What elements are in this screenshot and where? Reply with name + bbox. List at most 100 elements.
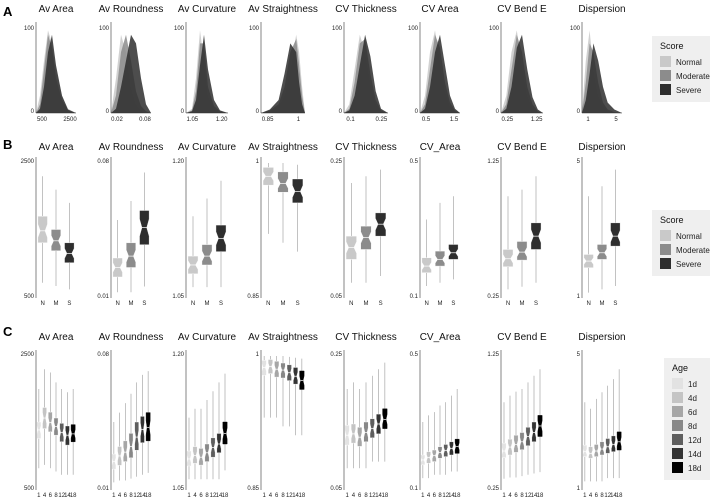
subplot-title: Av Roundness [99, 332, 164, 343]
x-tick-label: 6 [514, 493, 518, 499]
box-1 [582, 402, 588, 482]
subplot-title: Dispersion [578, 142, 625, 153]
box-N [345, 182, 357, 283]
x-tick-label: 18 [222, 493, 229, 499]
box-body [435, 250, 445, 267]
box-12 [134, 382, 139, 477]
box-6 [198, 408, 204, 480]
y-tick-label: 100 [99, 26, 110, 32]
x-tick-label: S [296, 301, 300, 307]
x-tick-label: M [54, 301, 59, 307]
box-4 [588, 408, 593, 482]
box-18 [616, 369, 622, 479]
score-box-subplot-2: Av Roundness N M S 0.08 0.01 [97, 142, 163, 307]
x-tick-label: 14 [292, 493, 299, 499]
box-body [70, 424, 76, 442]
x-tick-label: 4 [352, 493, 356, 499]
y-tick-label: 0 [31, 109, 35, 115]
x-tick-label: M [281, 301, 286, 307]
box-body [292, 178, 304, 204]
x-tick-label: 1 [583, 493, 587, 499]
y-tick-label: 2500 [21, 159, 35, 165]
x-tick-label: 1 [112, 493, 116, 499]
subplot-title: Av Straightness [248, 142, 318, 153]
x-tick-label: 14 [139, 493, 146, 499]
x-tick-label: 12 [604, 493, 611, 499]
y-tick-label: 0.1 [410, 486, 419, 492]
y-tick-label: 0 [181, 109, 185, 115]
x-tick-label: 4 [508, 493, 512, 499]
x-tick-label: 4 [589, 493, 593, 499]
box-N [583, 196, 594, 293]
box-6 [357, 389, 363, 469]
x-tick-label: 5 [614, 117, 618, 123]
y-tick-label: 0 [577, 109, 581, 115]
box-6 [274, 356, 280, 418]
score-box-subplot-6: CV_Area N M S 0.5 0.1 [410, 142, 461, 307]
box-8 [519, 389, 525, 477]
density-area-severe [186, 34, 228, 114]
subplot-title: Av Curvature [178, 4, 237, 15]
y-tick-label: 1.20 [172, 352, 184, 358]
box-body [261, 360, 267, 376]
legend-score-b: Score Normal Moderate Severe [652, 210, 710, 276]
panel-letter-a: A [3, 4, 13, 19]
y-tick-label: 1 [256, 352, 260, 358]
legend-background [664, 358, 710, 480]
x-tick-label: N [191, 301, 195, 307]
density-subplot-8: Dispersion 100 01 5 [570, 4, 626, 123]
box-body [192, 446, 198, 464]
y-tick-label: 100 [408, 26, 419, 32]
legend-label: Severe [676, 86, 702, 95]
legend-label: Severe [676, 260, 702, 269]
x-tick-label: 1 [187, 493, 191, 499]
y-tick-label: 100 [570, 26, 581, 32]
x-tick-label: 0.25 [376, 117, 388, 123]
y-tick-label: 100 [249, 26, 260, 32]
x-tick-label: S [142, 301, 146, 307]
box-8 [280, 356, 286, 427]
box-body [216, 433, 222, 453]
x-tick-label: S [67, 301, 71, 307]
x-tick-label: 6 [595, 493, 599, 499]
y-tick-label: 0.05 [330, 294, 342, 300]
x-tick-label: 8 [600, 493, 604, 499]
legend-title: Score [660, 215, 684, 225]
box-12 [443, 402, 448, 475]
y-tick-label: 100 [332, 26, 343, 32]
x-tick-label: 6 [49, 493, 53, 499]
x-tick-label: 12 [286, 493, 293, 499]
x-tick-label: M [438, 301, 443, 307]
box-body [597, 244, 607, 260]
box-6 [594, 398, 599, 482]
x-tick-label: 8 [520, 493, 524, 499]
box-M [126, 201, 136, 293]
box-body [222, 421, 228, 445]
y-tick-label: 0.85 [247, 294, 259, 300]
x-tick-label: 6 [124, 493, 128, 499]
x-tick-label: 4 [43, 493, 47, 499]
x-tick-label: N [115, 301, 119, 307]
box-body [126, 242, 136, 268]
density-subplot-5: CV Thickness 100 00.1 0.25 [332, 4, 397, 123]
box-body [48, 411, 53, 433]
box-S [375, 169, 387, 277]
panel-letter-b: B [3, 137, 12, 152]
subplot-title: Av Roundness [99, 142, 164, 153]
x-tick-label: S [219, 301, 223, 307]
subplot-title: Dispersion [578, 332, 625, 343]
legend-swatch [660, 70, 671, 81]
x-tick-label: 8 [438, 493, 442, 499]
subplot-title: Av Curvature [178, 332, 237, 343]
x-tick-label: 1 [37, 493, 41, 499]
density-subplot-6: CV Area 100 00.5 1.5 [408, 4, 460, 123]
box-4 [350, 382, 356, 469]
y-tick-label: 1 [577, 486, 581, 492]
box-S [610, 169, 621, 287]
legend-swatch [660, 244, 671, 255]
box-body [201, 244, 213, 266]
y-tick-label: 5 [577, 159, 581, 165]
box-18 [537, 369, 543, 473]
